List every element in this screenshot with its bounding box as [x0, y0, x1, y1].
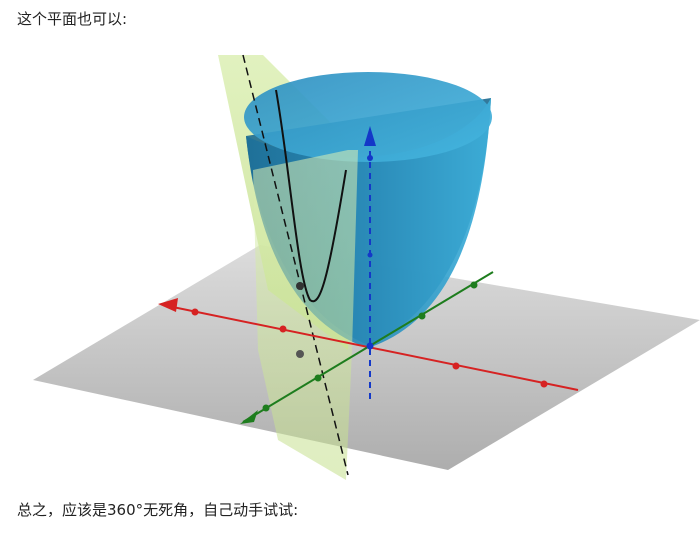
- y-axis-tick: [418, 312, 426, 320]
- paraboloid-rim: [244, 72, 492, 162]
- z-axis-tick: [367, 155, 373, 161]
- y-axis-tick: [314, 374, 322, 382]
- y-axis-tick: [470, 281, 478, 289]
- intersection-curve: [275, 89, 347, 303]
- point-marker: [296, 282, 304, 290]
- point-marker: [296, 350, 304, 358]
- conclusion-paragraph: 总之，应该是360°无死角，自己动手试试:: [17, 501, 299, 519]
- y-axis-arrow: [240, 410, 258, 424]
- next-figure-sliver: [255, 543, 295, 549]
- z-axis-tick: [367, 252, 373, 258]
- x-axis-tick: [540, 380, 548, 388]
- cutting-plane-front: [253, 150, 358, 480]
- floor-plane: [33, 245, 700, 470]
- y-axis-tick: [262, 404, 270, 412]
- figure-canvas: [33, 54, 700, 480]
- plane-edge-line: [242, 54, 349, 476]
- paraboloid-plane-figure: [28, 50, 700, 480]
- origin-point: [366, 342, 374, 350]
- x-axis-tick: [191, 308, 199, 316]
- intro-paragraph: 这个平面也可以:: [17, 10, 128, 28]
- z-axis-arrow: [364, 126, 376, 146]
- x-axis-arrow: [158, 298, 178, 312]
- x-axis-tick: [279, 325, 287, 333]
- x-axis-tick: [452, 362, 460, 370]
